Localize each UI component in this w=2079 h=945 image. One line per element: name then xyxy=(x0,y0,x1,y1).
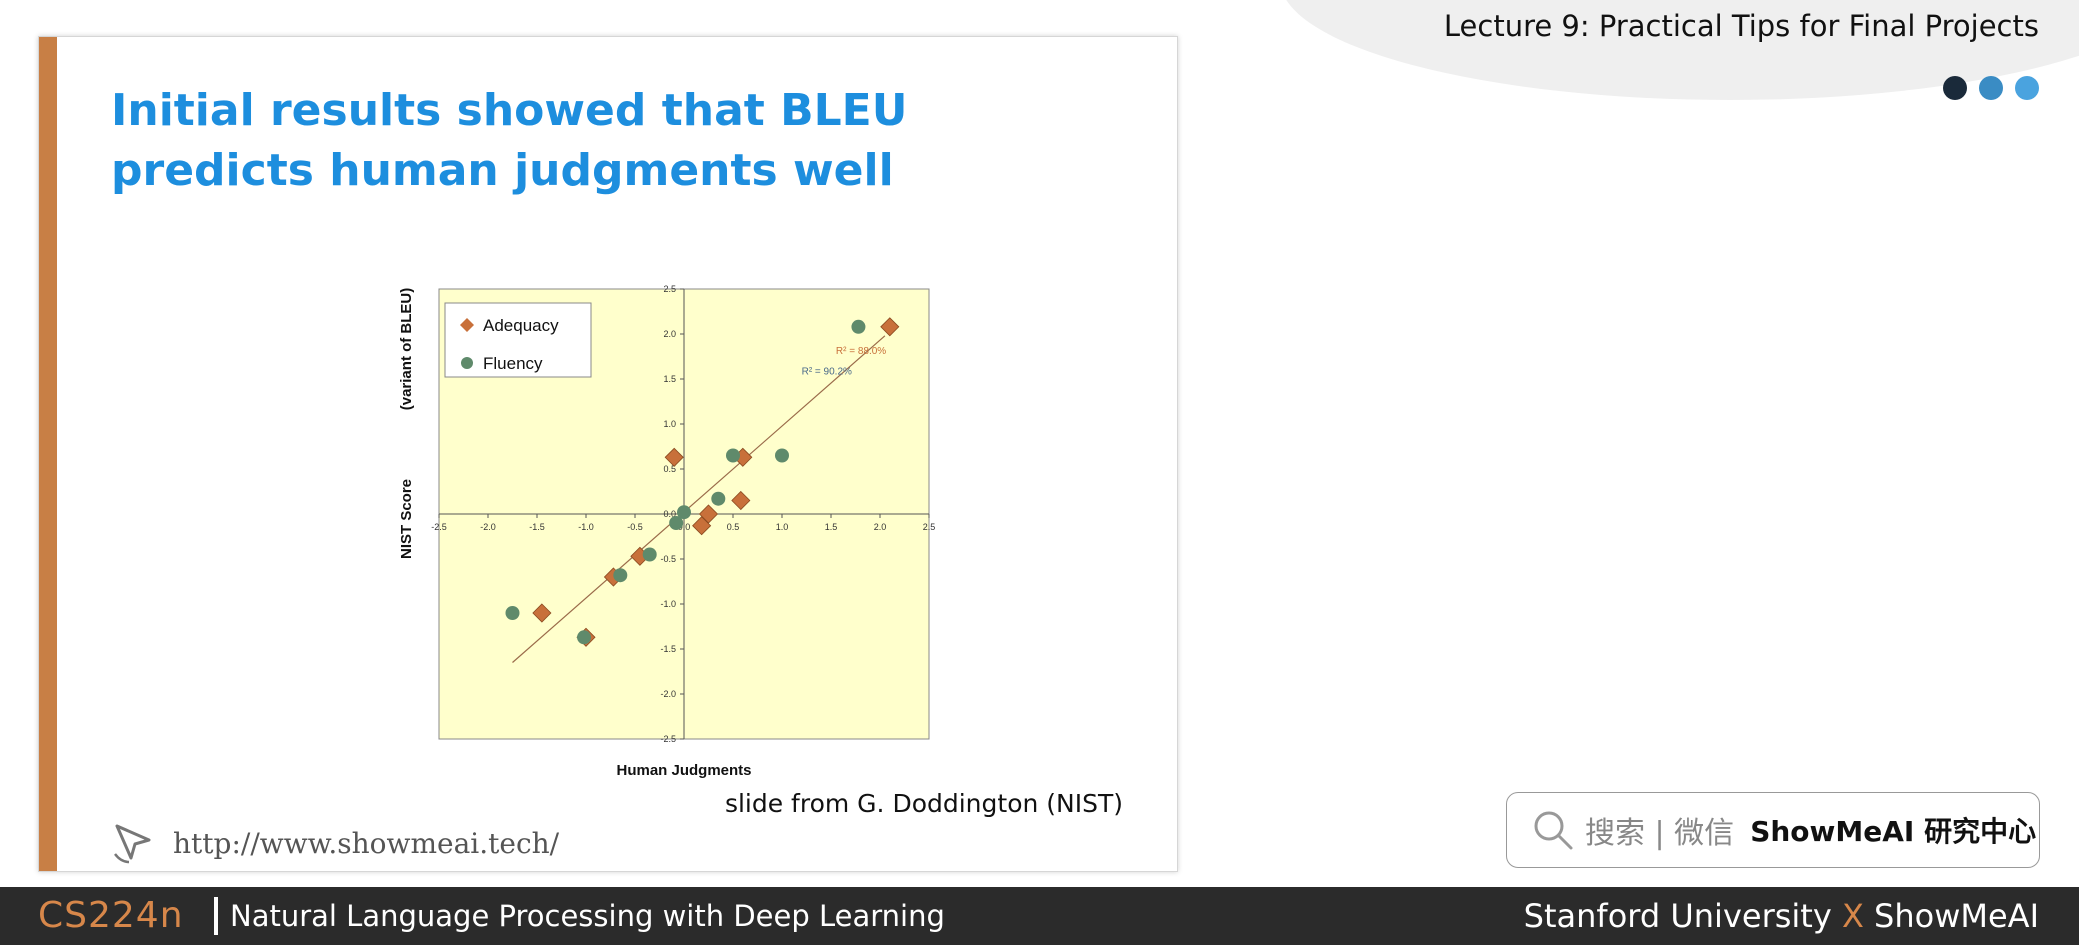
x-tick-label: -0.5 xyxy=(627,522,643,532)
course-name: Natural Language Processing with Deep Le… xyxy=(230,899,945,933)
point-adequacy xyxy=(532,603,552,623)
r2-label-adequacy: R² = 88.0% xyxy=(836,346,886,357)
indicator-dot xyxy=(2015,76,2039,100)
legend-marker-fluency xyxy=(461,357,473,369)
y-tick-label: 2.0 xyxy=(663,329,676,339)
university-name: Stanford University xyxy=(1523,897,1832,935)
footer-bar: CS224n Natural Language Processing with … xyxy=(0,887,2079,945)
y-tick-label: -2.5 xyxy=(660,734,676,744)
y-tick-label: -1.5 xyxy=(660,644,676,654)
point-adequacy xyxy=(731,490,751,511)
search-label: 搜索 | 微信 xyxy=(1585,816,1735,851)
x-tick-label: 1.0 xyxy=(776,522,789,532)
search-brand: ShowMeAI 研究中心 xyxy=(1750,815,2037,848)
partner-name: ShowMeAI xyxy=(1874,897,2039,935)
footer-separator xyxy=(214,897,218,935)
x-tick-label: 0.5 xyxy=(727,522,740,532)
point-fluency xyxy=(726,448,740,463)
indicator-dot xyxy=(1979,76,2003,100)
url-text: http://www.showmeai.tech/ xyxy=(173,826,560,860)
footer-x: X xyxy=(1841,897,1864,935)
r2-label-fluency: R² = 90.2% xyxy=(802,367,852,378)
y-tick-label: 2.5 xyxy=(663,284,676,294)
point-adequacy xyxy=(698,504,719,524)
y-tick-label: 1.0 xyxy=(663,419,676,429)
x-tick-label: 0.0 xyxy=(678,522,691,532)
point-adequacy xyxy=(664,447,684,467)
y-axis-label: NIST Score xyxy=(398,479,415,559)
footer-credits: Stanford University X ShowMeAI xyxy=(1524,887,2039,945)
legend-label-adequacy: Adequacy xyxy=(483,316,559,335)
point-fluency xyxy=(669,516,684,530)
x-tick-label: -2.0 xyxy=(480,522,496,532)
trend-line xyxy=(512,335,886,663)
point-fluency xyxy=(711,491,726,506)
scatter-chart: -2.5 -2.0 -1.5 -1.0 -0.5 0.0 0.5 1.0 1.5 2.0 2.5 2.… xyxy=(398,284,936,779)
x-tick-label: -1.5 xyxy=(529,522,545,532)
y-axis-label-note: (variant of BLEU) xyxy=(398,288,415,411)
point-fluency xyxy=(505,606,520,620)
slide-credit: slide from G. Doddington (NIST) xyxy=(724,789,1123,818)
point-adequacy xyxy=(880,317,900,337)
slide-card: Initial results showed that BLEU predict… xyxy=(38,36,1178,872)
legend-marker-adequacy xyxy=(460,318,474,332)
cursor-icon xyxy=(114,824,151,864)
y-tick-label: 1.5 xyxy=(663,374,676,384)
x-axis-label: Human Judgments xyxy=(616,762,751,779)
y-tick-label: -0.5 xyxy=(660,554,676,564)
slide-indicator-dots xyxy=(1943,76,2039,100)
legend-label-fluency: Fluency xyxy=(483,354,543,373)
point-fluency xyxy=(642,547,657,562)
slide-accent-bar xyxy=(39,37,57,871)
showmeai-link[interactable]: http://www.showmeai.tech/ xyxy=(111,820,559,866)
course-code: CS224n xyxy=(38,895,184,936)
y-tick-label: -2.0 xyxy=(660,689,676,699)
y-tick-label: 0.0 xyxy=(663,509,676,519)
search-icon xyxy=(1534,811,1573,850)
lecture-title: Lecture 9: Practical Tips for Final Proj… xyxy=(1443,9,2039,43)
x-tick-label: 1.5 xyxy=(825,522,838,532)
point-fluency xyxy=(613,568,628,583)
point-fluency xyxy=(677,505,691,520)
point-fluency xyxy=(851,319,866,334)
indicator-dot xyxy=(1943,76,1967,100)
y-tick-label: 0.5 xyxy=(663,464,676,474)
x-tick-label: -1.0 xyxy=(578,522,594,532)
x-tick-label: -2.5 xyxy=(431,522,447,532)
point-fluency xyxy=(775,448,789,463)
x-tick-label: 2.5 xyxy=(923,522,936,532)
y-tick-label: -1.0 xyxy=(660,599,676,609)
slide-title: Initial results showed that BLEU predict… xyxy=(111,85,908,196)
wechat-search-badge[interactable]: 搜索 | 微信 ShowMeAI 研究中心 xyxy=(1506,792,2040,868)
x-tick-label: 2.0 xyxy=(874,522,887,532)
point-fluency xyxy=(577,630,592,645)
